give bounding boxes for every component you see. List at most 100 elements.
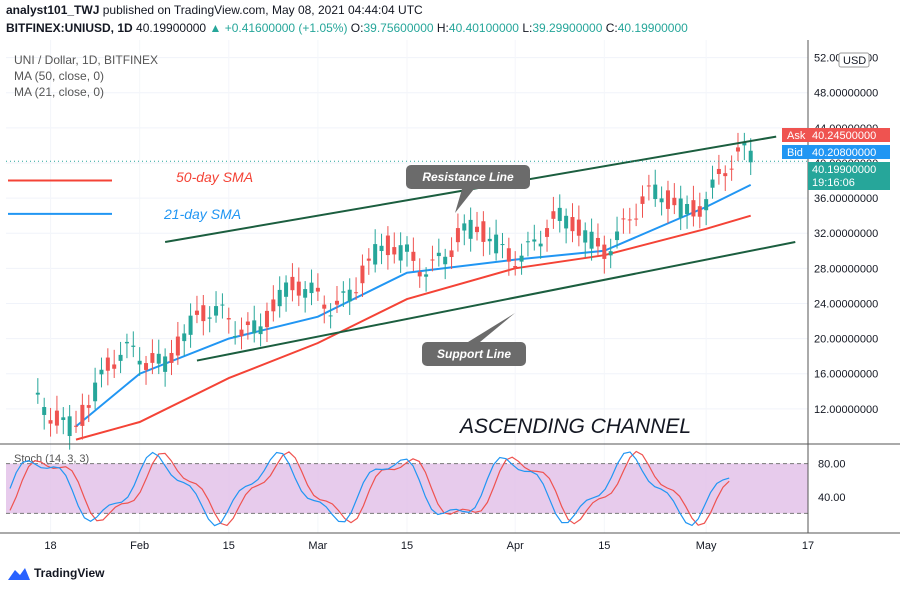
time-tick-label: May	[696, 540, 717, 552]
close-label: C:	[605, 21, 618, 35]
candle-body	[354, 292, 359, 294]
candle-body	[392, 247, 397, 255]
candle-body	[188, 315, 193, 335]
chart-legend: UNI / Dollar, 1D, BITFINEX MA (50, close…	[14, 52, 158, 100]
tradingview-logo-text: TradingView	[34, 566, 105, 580]
candle-body	[716, 168, 721, 175]
symbol: BITFINEX:UNIUSD, 1D	[6, 21, 133, 35]
candle-body	[105, 357, 110, 371]
channel-lines: Resistance Line Support Line 50-day SMA 21-…	[163, 135, 796, 438]
high-label: H:	[436, 21, 449, 35]
high-value: 40.40100000	[448, 21, 519, 35]
author-name[interactable]: analyst101_TWJ	[6, 3, 100, 17]
candle-body	[659, 198, 664, 203]
candle-body	[583, 230, 588, 243]
candle-body	[54, 410, 59, 426]
candle-body	[424, 274, 429, 277]
candle-body	[691, 200, 696, 217]
support-line	[196, 241, 796, 362]
support-callout-pointer	[468, 313, 515, 342]
candle-body	[42, 407, 47, 415]
candle-body	[672, 197, 677, 206]
candle-body	[239, 329, 244, 337]
candle-body	[156, 353, 161, 364]
candle-body	[551, 211, 556, 219]
candle-body	[564, 215, 569, 229]
last-price-value: 40.19900000	[812, 164, 876, 176]
candle-body	[284, 282, 289, 297]
candle-body	[646, 185, 651, 187]
candle-body	[704, 199, 709, 211]
resistance-callout-text: Resistance Line	[422, 170, 514, 184]
publish-info: analyst101_TWJ published on TradingView.…	[6, 3, 423, 17]
candle-body	[194, 310, 199, 315]
candle-body	[697, 206, 702, 217]
candle-body	[449, 250, 454, 257]
candle-body	[163, 356, 168, 372]
currency-label: USD	[843, 55, 866, 67]
candle-body	[653, 184, 658, 200]
candle-body	[735, 147, 740, 152]
candle-body	[67, 416, 72, 437]
candle-body	[347, 289, 352, 302]
candle-body	[468, 219, 473, 239]
candle-body	[175, 336, 180, 356]
candle-body	[182, 333, 187, 342]
candle-body	[678, 198, 683, 218]
candle-body	[169, 352, 174, 363]
candle-body	[124, 341, 129, 344]
candle-body	[436, 252, 441, 257]
candle-body	[405, 244, 409, 252]
price-tick-label: 32.00000000	[814, 228, 878, 240]
price-chart[interactable]: Stoch (14, 3, 3) 80.00 40.00 Resistance Li…	[0, 40, 900, 565]
candle-body	[93, 382, 98, 402]
countdown-value: 19:16:06	[812, 177, 855, 189]
stoch-band	[6, 463, 808, 514]
ask-label: Ask	[787, 130, 806, 142]
candle-body	[532, 239, 537, 242]
support-callout-text: Support Line	[437, 347, 511, 361]
candle-body	[334, 300, 339, 305]
candle-body	[538, 243, 543, 247]
channel-title: ASCENDING CHANNEL	[458, 415, 691, 438]
time-tick-label: 15	[598, 540, 610, 552]
candle-body	[379, 245, 384, 252]
legend-ma50: MA (50, close, 0)	[14, 69, 105, 83]
candle-body	[99, 369, 104, 375]
candle-body	[557, 207, 562, 221]
candle-body	[315, 287, 320, 292]
candle-body	[417, 271, 422, 277]
candle-body	[455, 228, 460, 243]
legend-ma21: MA (21, close, 0)	[14, 85, 105, 99]
candle-body	[252, 320, 257, 334]
price-tick-label: 36.00000000	[814, 193, 878, 205]
bid-value-box	[808, 145, 890, 159]
resistance-callout-pointer	[455, 189, 474, 213]
candle-body	[513, 265, 518, 268]
bid-value: 40.20800000	[812, 147, 876, 159]
candle-body	[430, 259, 435, 261]
stoch-d-line	[9, 450, 730, 527]
low-value: 39.29900000	[532, 21, 603, 35]
tradingview-logo-icon	[8, 568, 30, 580]
price-tick-label: 20.00000000	[814, 334, 878, 346]
price-tick-label: 28.00000000	[814, 263, 878, 275]
candle-body	[398, 245, 403, 261]
stoch-panel: Stoch (14, 3, 3) 80.00 40.00	[6, 450, 846, 527]
ask-value: 40.24500000	[812, 130, 876, 142]
sma50-annotation: 50-day SMA	[176, 169, 253, 185]
candle-body	[621, 218, 626, 220]
resistance-callout-box	[406, 165, 530, 189]
time-tick-label: Feb	[130, 540, 149, 552]
last-price-box	[808, 162, 890, 190]
bid-label-box	[782, 145, 808, 159]
candle-body	[258, 326, 263, 335]
price-tick-label: 48.00000000	[814, 88, 878, 100]
candle-body	[303, 289, 308, 298]
candle-body	[207, 317, 212, 319]
candle-body	[742, 141, 747, 146]
candle-body	[411, 251, 416, 261]
time-tick-label: Mar	[308, 540, 327, 552]
axes: 52.0000000048.0000000044.0000000040.0000…	[0, 40, 900, 552]
price-tick-label: 16.00000000	[814, 369, 878, 381]
